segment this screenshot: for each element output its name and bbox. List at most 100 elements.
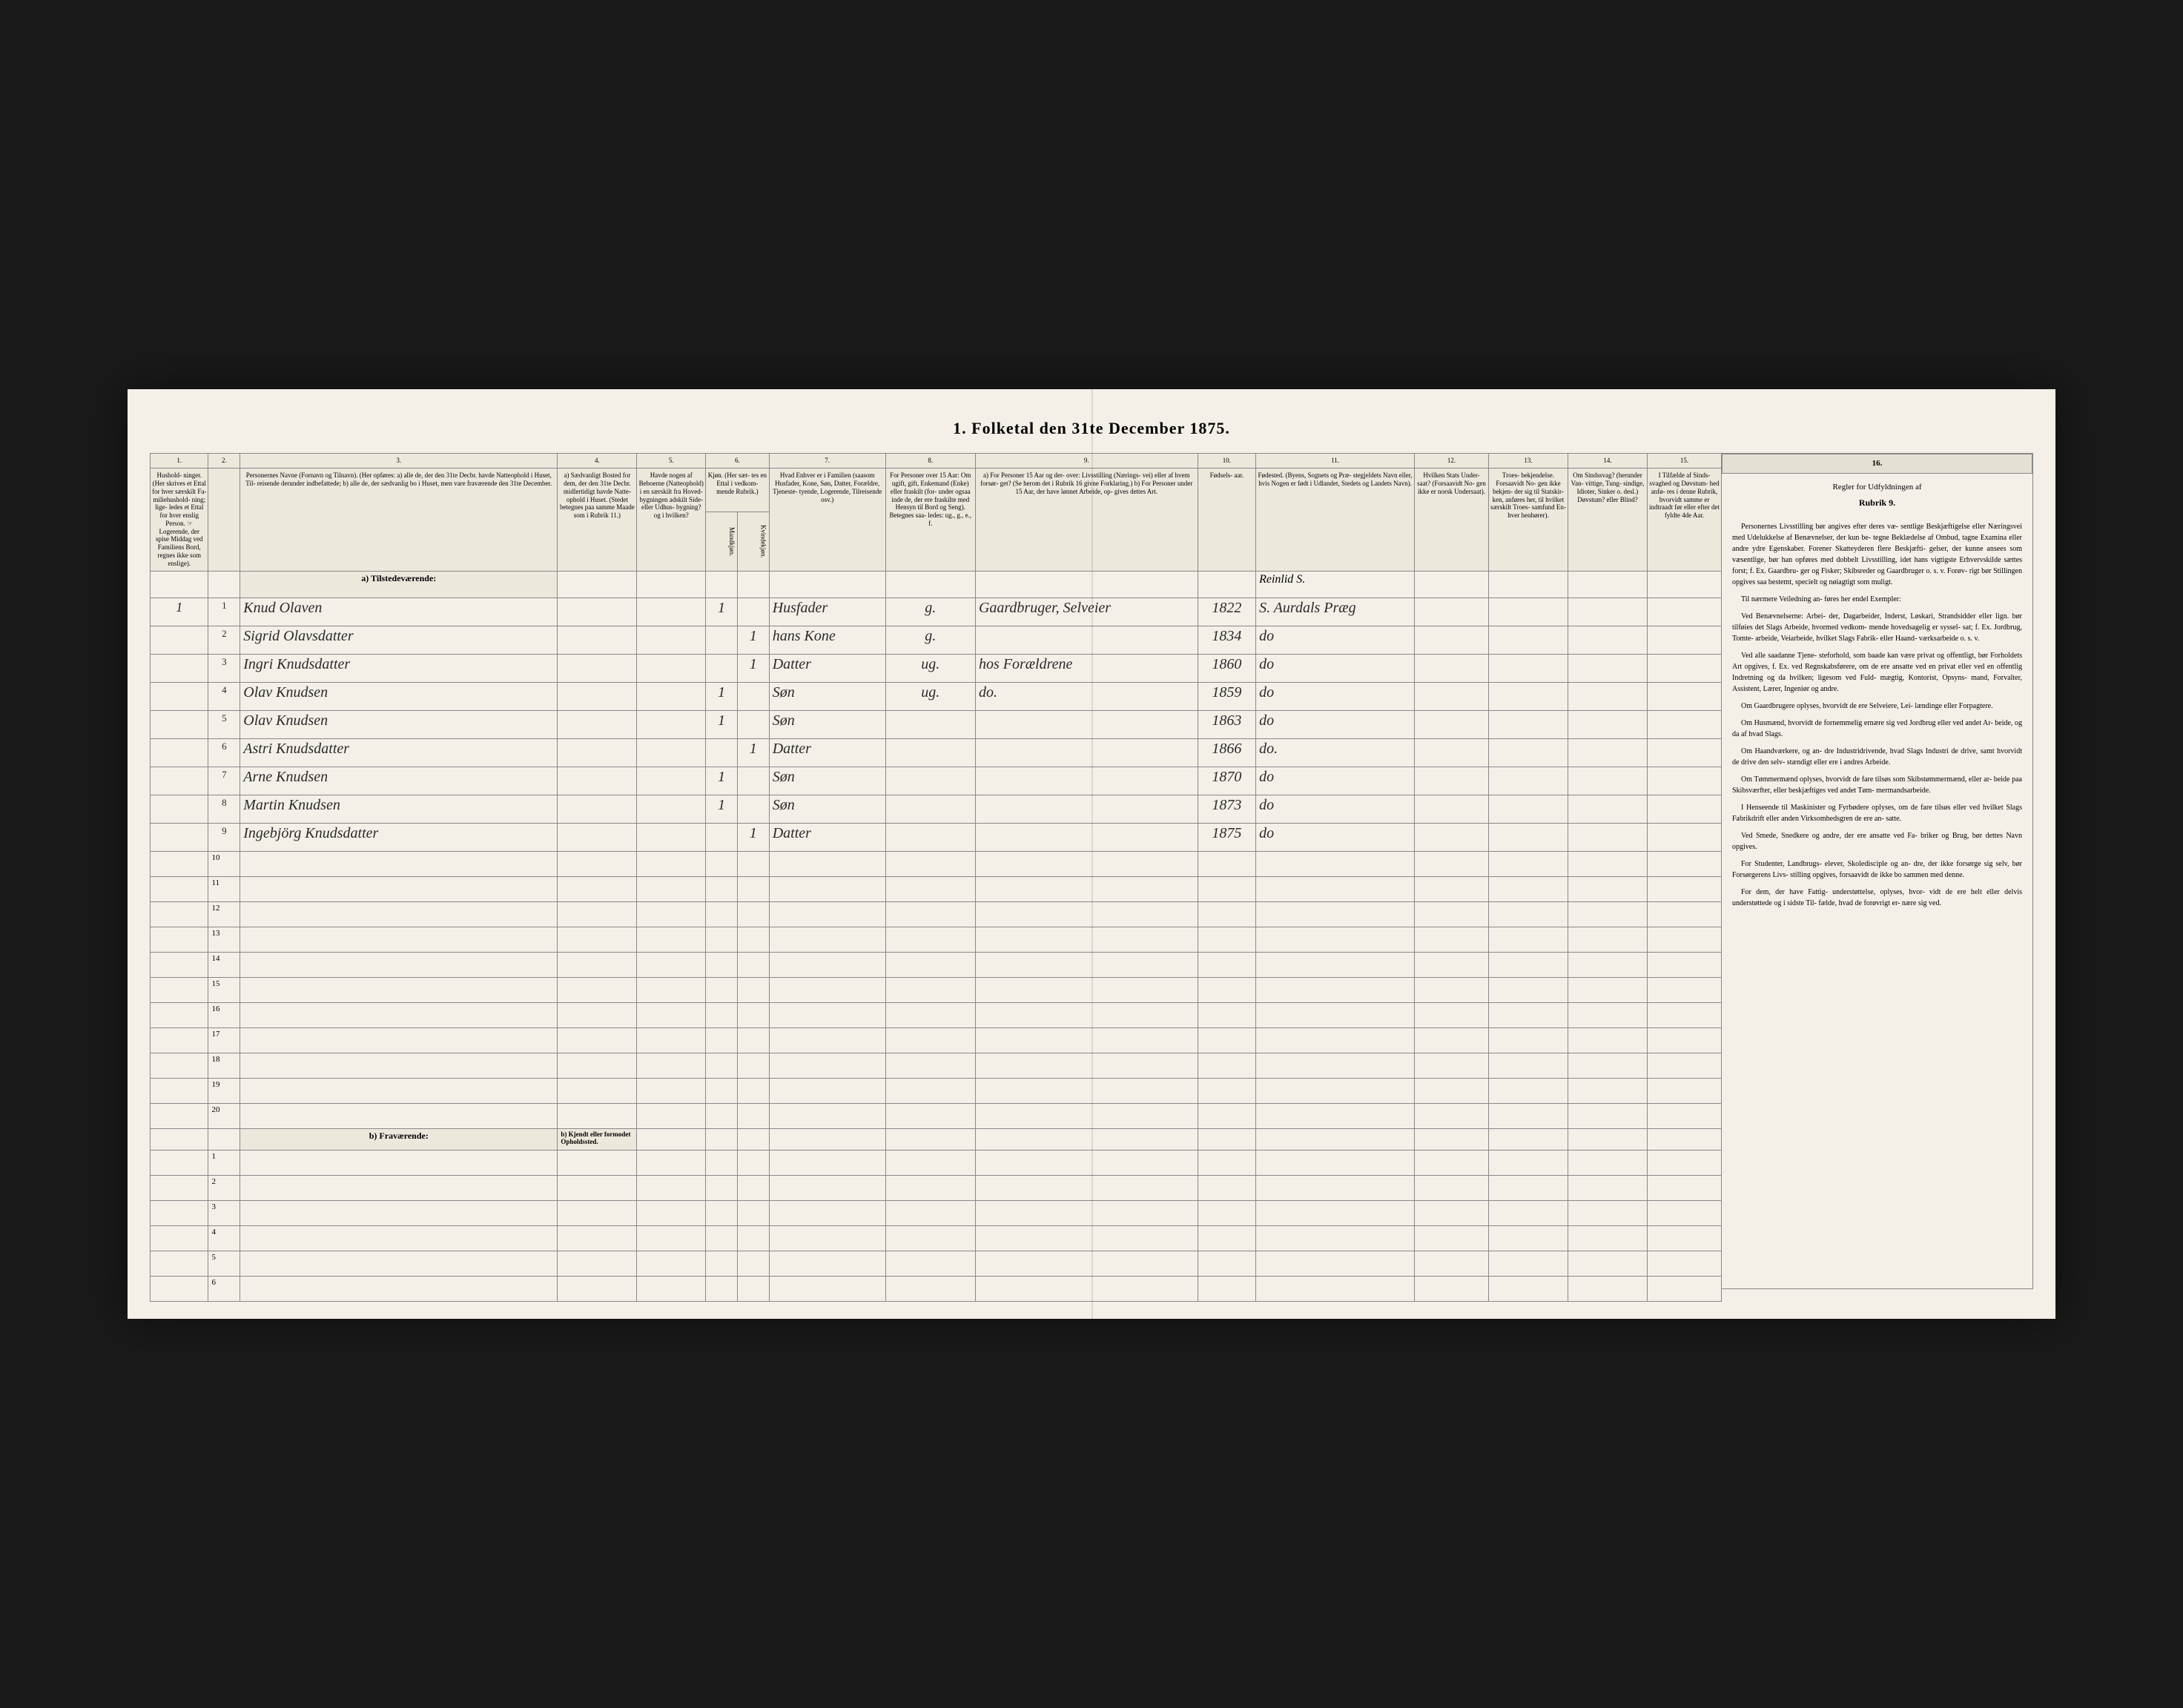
person-name: Olav Knudsen xyxy=(240,710,558,738)
cell-male xyxy=(706,738,738,767)
cell-citizenship xyxy=(1415,710,1489,738)
person-name: Ingri Knudsdatter xyxy=(240,654,558,682)
colnum-16: 16. xyxy=(1722,454,2032,474)
cell-outbuilding xyxy=(637,626,706,654)
person-num: 7 xyxy=(208,767,240,795)
cell-male xyxy=(706,626,738,654)
h8: For Personer over 15 Aar: Om ugift, gift… xyxy=(885,469,975,572)
cell-female: 1 xyxy=(737,738,769,767)
colnum-10: 10. xyxy=(1198,454,1255,469)
cell-birthplace: do. xyxy=(1256,738,1415,767)
cell-residence xyxy=(558,682,637,710)
cell-religion xyxy=(1488,710,1568,738)
cell-birthyear: 1873 xyxy=(1198,795,1255,823)
household-num xyxy=(151,823,208,851)
colnum-13: 13. xyxy=(1488,454,1568,469)
cell-residence xyxy=(558,823,637,851)
table-row: 17 xyxy=(151,1027,1722,1053)
rules-sidebar: 16. Regler for Udfyldningen af Rubrik 9.… xyxy=(1722,453,2033,1288)
section-a-label: a) Tilstedeværende: xyxy=(240,571,558,598)
colnum-5: 5. xyxy=(637,454,706,469)
cell-male: 1 xyxy=(706,795,738,823)
cell-birthyear: 1834 xyxy=(1198,626,1255,654)
h10: Fødsels- aar. xyxy=(1198,469,1255,572)
section-a-row: a) Tilstedeværende: Reinlid S. xyxy=(151,571,1722,598)
table-row: 9 Ingebjörg Knudsdatter 1 Datter 1875 do xyxy=(151,823,1722,851)
h15: I Tilfælde af Sinds- svaghed og Døvstum-… xyxy=(1648,469,1722,572)
tbody-absent: b) Fraværende: b) Kjendt eller formodet … xyxy=(151,1128,1722,1301)
rules-paragraph: Ved Benævnelserne: Arbei- der, Dagarbeid… xyxy=(1732,611,2022,644)
cell-family-role: Datter xyxy=(769,823,885,851)
h3: Personernes Navne (Fornavn og Tilnavn). … xyxy=(240,469,558,572)
rules-paragraph: For Studenter, Landbrugs- elever, Skoled… xyxy=(1732,858,2022,881)
person-num: 10 xyxy=(208,851,240,876)
cell-residence xyxy=(558,626,637,654)
cell-birthplace: do xyxy=(1256,710,1415,738)
colnum-8: 8. xyxy=(885,454,975,469)
cell-citizenship xyxy=(1415,795,1489,823)
cell-residence xyxy=(558,598,637,626)
h12: Hvilken Stats Under- saat? (Forsaavidt N… xyxy=(1415,469,1489,572)
cell-religion xyxy=(1488,626,1568,654)
household-num xyxy=(151,767,208,795)
cell-residence xyxy=(558,710,637,738)
cell-disability xyxy=(1568,823,1647,851)
h7: Hvad Enhver er i Familien (saasom Husfad… xyxy=(769,469,885,572)
cell-occupation xyxy=(975,795,1198,823)
cell-religion xyxy=(1488,738,1568,767)
cell-family-role: Datter xyxy=(769,738,885,767)
table-row: 5 Olav Knudsen 1 Søn 1863 do xyxy=(151,710,1722,738)
table-row: 1 xyxy=(151,1150,1722,1175)
household-num xyxy=(151,710,208,738)
person-num: 3 xyxy=(208,654,240,682)
census-page: 1. Folketal den 31te December 1875. 1. 2… xyxy=(128,389,2055,1318)
cell-birthplace: do xyxy=(1256,682,1415,710)
cell-religion xyxy=(1488,682,1568,710)
cell-female xyxy=(737,795,769,823)
cell-disability xyxy=(1568,654,1647,682)
table-row: 7 Arne Knudsen 1 Søn 1870 do xyxy=(151,767,1722,795)
h14: Om Sindssvag? (herunder Van- vittige, Tu… xyxy=(1568,469,1647,572)
table-row: 18 xyxy=(151,1053,1722,1078)
cell-female xyxy=(737,767,769,795)
h11: Fødested. (Byens, Sognets og Præ- stegje… xyxy=(1256,469,1415,572)
person-num: 9 xyxy=(208,823,240,851)
person-num: 11 xyxy=(208,876,240,901)
table-row: 5 xyxy=(151,1251,1722,1276)
cell-female xyxy=(737,710,769,738)
person-num: 2 xyxy=(208,626,240,654)
cell-disability xyxy=(1568,795,1647,823)
section-b-row: b) Fraværende: b) Kjendt eller formodet … xyxy=(151,1128,1722,1150)
rules-paragraph: Til nærmere Veiledning an- føres her end… xyxy=(1732,594,2022,605)
table-row: 4 xyxy=(151,1225,1722,1251)
cell-occupation: hos Forældrene xyxy=(975,654,1198,682)
cell-family-role: Datter xyxy=(769,654,885,682)
cell-occupation xyxy=(975,738,1198,767)
cell-family-role: Søn xyxy=(769,767,885,795)
rules-paragraph: For dem, der have Fattig- understøttelse… xyxy=(1732,887,2022,909)
cell-outbuilding xyxy=(637,738,706,767)
cell-disability-age xyxy=(1648,710,1722,738)
table-row: 8 Martin Knudsen 1 Søn 1873 do xyxy=(151,795,1722,823)
person-num: 6 xyxy=(208,738,240,767)
sidebar-title: Regler for Udfyldningen af xyxy=(1732,481,2022,494)
cell-disability xyxy=(1568,710,1647,738)
cell-birthyear: 1866 xyxy=(1198,738,1255,767)
cell-residence xyxy=(558,795,637,823)
cell-birthplace: do xyxy=(1256,795,1415,823)
person-num: 19 xyxy=(208,1078,240,1103)
household-num xyxy=(151,626,208,654)
colnum-3: 3. xyxy=(240,454,558,469)
cell-outbuilding xyxy=(637,823,706,851)
cell-citizenship xyxy=(1415,654,1489,682)
rules-paragraph: Om Husmænd, hvorvidt de fornemmelig ernæ… xyxy=(1732,718,2022,740)
cell-disability xyxy=(1568,598,1647,626)
colnum-1: 1. xyxy=(151,454,208,469)
person-name: Martin Knudsen xyxy=(240,795,558,823)
person-num: 1 xyxy=(208,1150,240,1175)
person-num: 17 xyxy=(208,1027,240,1053)
h2 xyxy=(208,469,240,572)
cell-family-role: Husfader xyxy=(769,598,885,626)
cell-religion xyxy=(1488,598,1568,626)
cell-disability-age xyxy=(1648,767,1722,795)
